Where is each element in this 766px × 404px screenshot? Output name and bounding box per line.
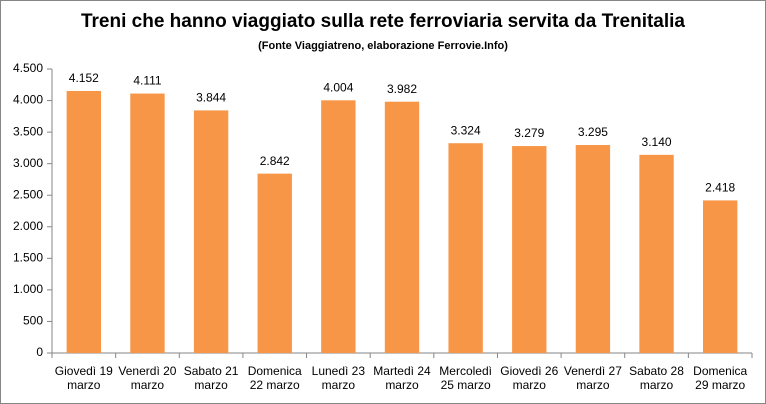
x-tick-label: Giovedì 26 marzo: [500, 364, 559, 392]
value-label: 3.279: [514, 126, 544, 140]
x-tick-label: Mercoledì 25 marzo: [439, 364, 492, 392]
y-tick-label: 1.500: [13, 251, 43, 265]
bar: [257, 173, 292, 353]
chart-title: Treni che hanno viaggiato sulla rete fer…: [81, 11, 685, 32]
bar: [321, 100, 356, 354]
x-tick-label: Lunedì 23 marzo: [311, 364, 366, 392]
bar: [193, 110, 229, 354]
bar: [575, 145, 611, 353]
y-tick-label: 2.000: [13, 219, 43, 233]
y-tick-label: 3.500: [13, 124, 43, 138]
value-label: 3.324: [451, 123, 481, 137]
y-tick-label: 1.000: [13, 282, 43, 296]
x-tick-label: Domenica 29 marzo: [693, 364, 748, 392]
value-label: 3.844: [196, 91, 226, 105]
bar: [384, 101, 420, 353]
chart-subtitle: (Fonte Viaggiatreno, elaborazione Ferrov…: [258, 40, 508, 52]
y-tick-label: 2.500: [13, 187, 43, 201]
bar: [66, 90, 101, 353]
value-label: 4.004: [323, 80, 353, 94]
value-label: 2.842: [260, 154, 290, 168]
x-tick-label: Venerdì 27 marzo: [563, 364, 622, 392]
y-tick-label: 500: [23, 314, 43, 328]
x-tick-label: Martedì 24 marzo: [373, 364, 431, 392]
x-tick-label: Sabato 21 marzo: [183, 364, 239, 392]
x-tick-label: Venerdì 20 marzo: [118, 364, 177, 392]
x-tick-label: Giovedì 19 marzo: [54, 364, 113, 392]
bar: [512, 146, 547, 353]
bar: [703, 200, 738, 353]
value-label: 3.982: [387, 82, 417, 96]
x-tick-label: Domenica 22 marzo: [247, 364, 302, 392]
value-label: 3.140: [642, 135, 672, 149]
value-label: 4.152: [69, 71, 99, 85]
y-tick-label: 4.500: [13, 61, 43, 75]
value-label: 2.418: [705, 181, 735, 195]
y-tick-label: 4.000: [13, 93, 43, 107]
bar: [448, 143, 483, 353]
bar: [639, 154, 674, 353]
value-label: 4.111: [133, 74, 162, 88]
x-tick-label: Sabato 28 marzo: [629, 364, 684, 392]
y-tick-label: 3.000: [13, 156, 43, 170]
bar: [130, 93, 165, 353]
y-tick-label: 0: [36, 345, 43, 359]
value-label: 3.295: [578, 125, 608, 139]
